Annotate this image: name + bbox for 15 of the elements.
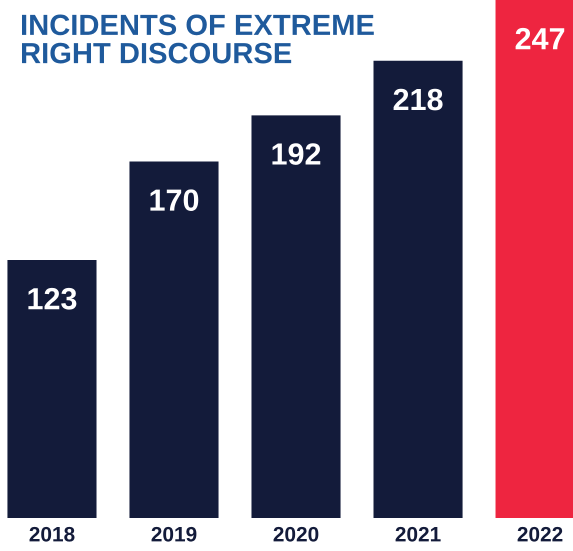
x-tick-label: 2019 — [152, 526, 196, 542]
data-label: 247 — [516, 28, 564, 50]
data-label: 218 — [394, 88, 443, 110]
data-label: 192 — [272, 143, 320, 165]
bar — [374, 60, 463, 518]
x-tick-label: 2020 — [274, 526, 318, 542]
data-label: 170 — [150, 189, 198, 211]
x-tick-label: 2018 — [30, 526, 75, 542]
x-tick-label: 2022 — [518, 526, 562, 542]
bar — [129, 161, 219, 518]
bar — [251, 115, 341, 518]
data-label: 123 — [28, 288, 76, 310]
text: INCIDENTS OF EXTREME RIGHT DISCOURSE — [22, 14, 374, 64]
bar — [7, 260, 97, 518]
x-tick-label: 2021 — [396, 526, 441, 542]
